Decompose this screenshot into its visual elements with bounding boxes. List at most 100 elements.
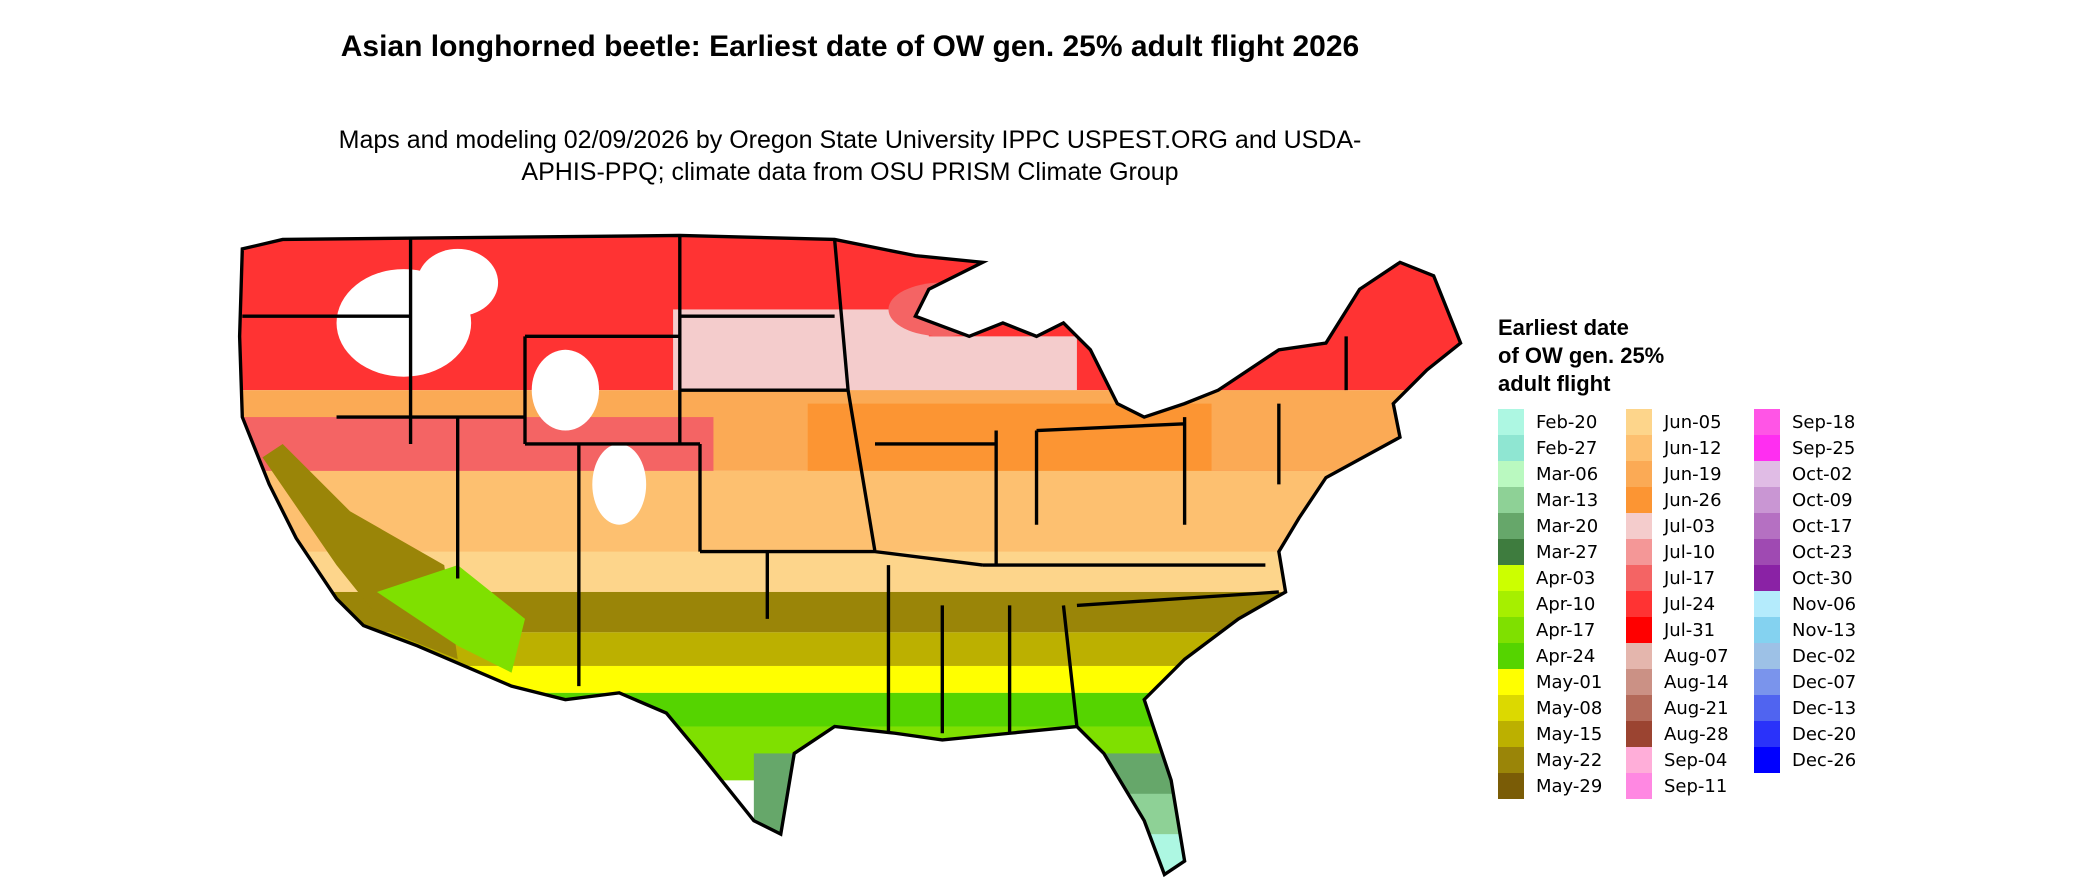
legend-swatch: [1498, 461, 1524, 487]
legend-label: May-22: [1536, 749, 1603, 771]
legend-swatch: [1498, 669, 1524, 695]
legend-swatch: [1626, 591, 1652, 617]
legend-swatch: [1754, 487, 1780, 513]
legend-item: Mar-06: [1498, 461, 1602, 487]
legend-item: Jun-19: [1626, 461, 1729, 487]
legend-swatch: [1754, 747, 1780, 773]
legend-item: Oct-23: [1754, 539, 1856, 565]
legend-item: Jul-03: [1626, 513, 1729, 539]
legend-item: Mar-13: [1498, 487, 1602, 513]
legend-item: Feb-27: [1498, 435, 1602, 461]
legend-swatch: [1754, 643, 1780, 669]
legend-item: Oct-17: [1754, 513, 1856, 539]
legend-swatch: [1754, 669, 1780, 695]
legend-label: Nov-13: [1792, 619, 1857, 641]
legend-swatch: [1498, 487, 1524, 513]
legend-swatch: [1498, 591, 1524, 617]
legend-label: Apr-03: [1536, 567, 1596, 589]
legend-label: Jun-12: [1664, 437, 1722, 459]
legend-label: Sep-25: [1792, 437, 1856, 459]
legend-label: Jun-19: [1664, 463, 1722, 485]
legend-swatch: [1498, 773, 1524, 799]
legend-label: Jul-03: [1664, 515, 1716, 537]
legend-item: Jun-12: [1626, 435, 1729, 461]
legend-swatch: [1498, 643, 1524, 669]
legend-swatch: [1626, 773, 1652, 799]
legend-label: Apr-24: [1536, 645, 1596, 667]
state-boundaries: [237, 233, 1463, 877]
legend-label: Apr-10: [1536, 593, 1596, 615]
legend-item: Jul-17: [1626, 565, 1729, 591]
legend-label: Mar-27: [1536, 541, 1599, 563]
legend-swatch: [1626, 747, 1652, 773]
legend-label: May-01: [1536, 671, 1603, 693]
legend-swatch: [1754, 513, 1780, 539]
legend-column: Sep-18 Sep-25 Oct-02 Oct-09 Oct-17 Oct-23 Oct-…: [1754, 409, 1856, 773]
legend-label: May-15: [1536, 723, 1603, 745]
legend-item: Dec-07: [1754, 669, 1856, 695]
legend-swatch: [1626, 643, 1652, 669]
legend-label: Aug-28: [1664, 723, 1729, 745]
legend-label: Mar-13: [1536, 489, 1599, 511]
legend-item: Nov-06: [1754, 591, 1856, 617]
legend-item: Mar-27: [1498, 539, 1602, 565]
legend-column: Feb-20 Feb-27 Mar-06 Mar-13 Mar-20 Mar-27 Apr-…: [1498, 409, 1602, 799]
legend-item: May-15: [1498, 721, 1602, 747]
legend-swatch: [1754, 721, 1780, 747]
legend-label: Nov-06: [1792, 593, 1857, 615]
legend-item: Apr-03: [1498, 565, 1602, 591]
legend-label: Feb-27: [1536, 437, 1598, 459]
legend-swatch: [1626, 513, 1652, 539]
legend-item: Apr-10: [1498, 591, 1602, 617]
legend-label: Jun-05: [1664, 411, 1722, 433]
legend-swatch: [1626, 539, 1652, 565]
legend-label: Jun-26: [1664, 489, 1722, 511]
legend-swatch: [1626, 565, 1652, 591]
legend-item: Jul-10: [1626, 539, 1729, 565]
legend-label: Dec-13: [1792, 697, 1857, 719]
legend-label: Mar-06: [1536, 463, 1599, 485]
map-title: Asian longhorned beetle: Earliest date o…: [340, 30, 1360, 63]
legend-label: Sep-11: [1664, 775, 1728, 797]
legend-item: May-29: [1498, 773, 1602, 799]
legend-swatch: [1498, 435, 1524, 461]
legend-item: Sep-25: [1754, 435, 1856, 461]
legend-label: Feb-20: [1536, 411, 1598, 433]
legend-label: Jul-17: [1664, 567, 1716, 589]
legend-item: Jul-31: [1626, 617, 1729, 643]
legend-label: May-29: [1536, 775, 1603, 797]
legend-swatch: [1626, 435, 1652, 461]
legend-item: Oct-09: [1754, 487, 1856, 513]
legend-label: Aug-07: [1664, 645, 1729, 667]
legend-label: Sep-18: [1792, 411, 1856, 433]
legend-label: Oct-02: [1792, 463, 1853, 485]
legend-item: Apr-17: [1498, 617, 1602, 643]
legend-item: Feb-20: [1498, 409, 1602, 435]
legend-item: Aug-07: [1626, 643, 1729, 669]
legend-swatch: [1626, 617, 1652, 643]
legend-label: Mar-20: [1536, 515, 1599, 537]
legend-swatch: [1498, 409, 1524, 435]
legend-label: Dec-20: [1792, 723, 1857, 745]
legend-swatch: [1626, 487, 1652, 513]
legend-swatch: [1754, 565, 1780, 591]
legend-column: Jun-05 Jun-12 Jun-19 Jun-26 Jul-03 Jul-10 Jul-…: [1626, 409, 1729, 799]
legend-item: Dec-20: [1754, 721, 1856, 747]
legend-swatch: [1754, 435, 1780, 461]
legend-item: Sep-18: [1754, 409, 1856, 435]
legend-label: Oct-17: [1792, 515, 1853, 537]
legend-label: Dec-02: [1792, 645, 1857, 667]
legend-label: Jul-10: [1664, 541, 1716, 563]
legend-swatch: [1754, 461, 1780, 487]
legend-label: Apr-17: [1536, 619, 1596, 641]
legend-item: Dec-13: [1754, 695, 1856, 721]
legend-swatch: [1626, 695, 1652, 721]
legend-item: Nov-13: [1754, 617, 1856, 643]
legend-label: Sep-04: [1664, 749, 1728, 771]
legend-swatch: [1626, 669, 1652, 695]
legend-item: Oct-30: [1754, 565, 1856, 591]
legend-label: Dec-26: [1792, 749, 1857, 771]
legend-swatch: [1498, 721, 1524, 747]
legend-item: Oct-02: [1754, 461, 1856, 487]
